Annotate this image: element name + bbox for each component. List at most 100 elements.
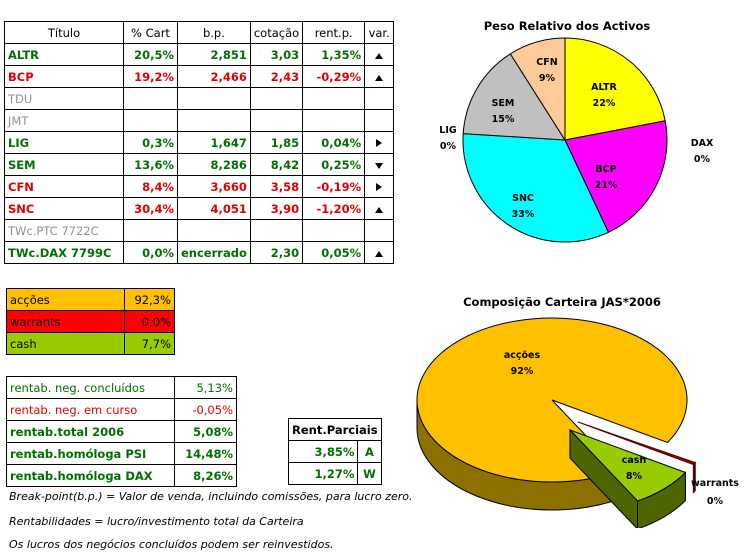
rentab-label: rentab. neg. concluídos (6, 376, 175, 399)
holdings-row: TWc.PTC 7722C (4, 219, 395, 242)
parcial-code: W (357, 462, 382, 485)
allocation-row: cash 7,7% (6, 332, 175, 355)
pie-label-lig: LIG (439, 125, 457, 136)
holdings-cell-rent (302, 87, 366, 110)
pie-slice-bcp (564, 120, 668, 233)
arrow-up-icon (375, 250, 384, 257)
holdings-cell-name: TDU (4, 87, 124, 110)
holdings-row: TWc.DAX 7799C 0,0% encerrado 2,30 0,05% (4, 241, 395, 264)
pie-slice-accoes (416, 317, 688, 483)
holdings-cell-cot: 2,30 (249, 241, 304, 264)
holdings-cell-pct: 13,6% (123, 153, 178, 176)
pie-value-sem: 15% (492, 114, 515, 125)
holdings-cell-pct (123, 87, 178, 110)
pie-slice-altr (564, 37, 666, 141)
chart-title: Peso Relativo dos Activos (484, 19, 651, 33)
holdings-cell-var (364, 197, 395, 220)
allocation-row: warrants 0,0% (6, 310, 175, 333)
rentab-label: rentab.total 2006 (6, 420, 175, 443)
holdings-cell-pct (123, 109, 178, 132)
pie-label-bcp: BCP (595, 164, 616, 175)
rentab-table: rentab. neg. concluídos 5,13% rentab. neg.… (6, 376, 237, 487)
rentab-label: rentab.homóloga PSI (6, 442, 175, 465)
pie-label-dax: DAX (691, 138, 714, 149)
holdings-cell-name: LIG (4, 131, 124, 154)
header-titulo: Título (4, 21, 124, 44)
rent-parciais-table: Rent.Parciais 3,85% A 1,27% W (287, 418, 382, 485)
holdings-cell-bp (177, 109, 251, 132)
holdings-cell-rent: 0,04% (302, 131, 366, 154)
holdings-header-row: Título % Cart b.p. cotação rent.p. var. (4, 21, 395, 44)
allocation-value: 92,3% (124, 288, 175, 311)
holdings-cell-name: ALTR (4, 43, 124, 66)
holdings-cell-pct: 19,2% (123, 65, 178, 88)
allocation-label: warrants (6, 310, 125, 333)
holdings-cell-var (364, 131, 395, 154)
holdings-cell-name: TWc.DAX 7799C (4, 241, 124, 264)
header-rent-p: rent.p. (302, 21, 366, 44)
arrow-right-icon (376, 182, 383, 191)
header-cotacao: cotação (249, 21, 304, 44)
pie-wall-cash (569, 428, 638, 528)
rentab-row: rentab.homóloga DAX 8,26% (6, 464, 237, 487)
rent-parciais-header: Rent.Parciais (288, 418, 382, 441)
holdings-cell-cot (249, 109, 304, 132)
holdings-cell-pct: 30,4% (123, 197, 178, 220)
holdings-cell-cot: 2,43 (249, 65, 304, 88)
chart-title: Composição Carteira JAS*2006 (463, 295, 661, 309)
holdings-cell-name: BCP (4, 65, 124, 88)
header-var: var. (364, 21, 395, 44)
pie-label-warrants: warrants (691, 478, 739, 489)
pie-value-cfn: 9% (539, 73, 556, 84)
pie-value-lig: 0% (440, 141, 457, 152)
pie-value-warrants: 0% (707, 496, 724, 507)
holdings-cell-var (364, 65, 395, 88)
rentab-value: 8,26% (174, 464, 237, 487)
note-break-point: Break-point(b.p.) = Valor de venda, incl… (9, 490, 413, 503)
rentab-row: rentab. neg. em curso -0,05% (6, 398, 237, 421)
holdings-cell-rent: 1,35% (302, 43, 366, 66)
rentab-value: 5,08% (174, 420, 237, 443)
holdings-cell-cot: 3,58 (249, 175, 304, 198)
holdings-row: TDU (4, 87, 395, 110)
holdings-cell-cot: 8,42 (249, 153, 304, 176)
rentab-row: rentab.total 2006 5,08% (6, 420, 237, 443)
holdings-cell-bp (177, 87, 251, 110)
holdings-cell-pct: 0,3% (123, 131, 178, 154)
pie-value-accoes: 92% (511, 366, 534, 377)
holdings-cell-rent: -1,20% (302, 197, 366, 220)
arrow-right-icon (376, 138, 383, 147)
pie-value-snc: 33% (512, 209, 535, 220)
header-pct-cart: % Cart (123, 21, 178, 44)
rentab-row: rentab.homóloga PSI 14,48% (6, 442, 237, 465)
note-lucros: Os lucros dos negócios concluídos podem … (9, 538, 334, 551)
holdings-cell-name: TWc.PTC 7722C (4, 219, 124, 242)
holdings-cell-name: CFN (4, 175, 124, 198)
holdings-cell-name: JMT (4, 109, 124, 132)
arrow-up-icon (375, 52, 384, 59)
holdings-cell-bp (177, 219, 251, 242)
holdings-row: LIG 0,3% 1,647 1,85 0,04% (4, 131, 395, 154)
arrow-up-icon (375, 206, 384, 213)
holdings-cell-var (364, 219, 395, 242)
rentab-value: 14,48% (174, 442, 237, 465)
holdings-cell-cot: 1,85 (249, 131, 304, 154)
holdings-row: JMT (4, 109, 395, 132)
pie-value-dax: 0% (694, 154, 711, 165)
parcial-code: A (357, 440, 382, 463)
holdings-cell-cot (249, 219, 304, 242)
holdings-cell-var (364, 153, 395, 176)
pie-value-cash: 8% (626, 471, 643, 482)
holdings-cell-cot: 3,03 (249, 43, 304, 66)
pie-label-sem: SEM (492, 98, 515, 109)
holdings-cell-pct: 0,0% (123, 241, 178, 264)
pie-label-altr: ALTR (591, 82, 617, 93)
holdings-cell-bp: 4,051 (177, 197, 251, 220)
allocation-table: acções 92,3% warrants 0,0% cash 7,7% (6, 288, 175, 355)
rentab-value: 5,13% (174, 376, 237, 399)
holdings-cell-rent: 0,25% (302, 153, 366, 176)
holdings-cell-var (364, 109, 395, 132)
arrow-down-icon (375, 162, 384, 169)
rentab-label: rentab.homóloga DAX (6, 464, 175, 487)
note-rentabilidades: Rentabilidades = lucro/investimento tota… (9, 515, 304, 528)
